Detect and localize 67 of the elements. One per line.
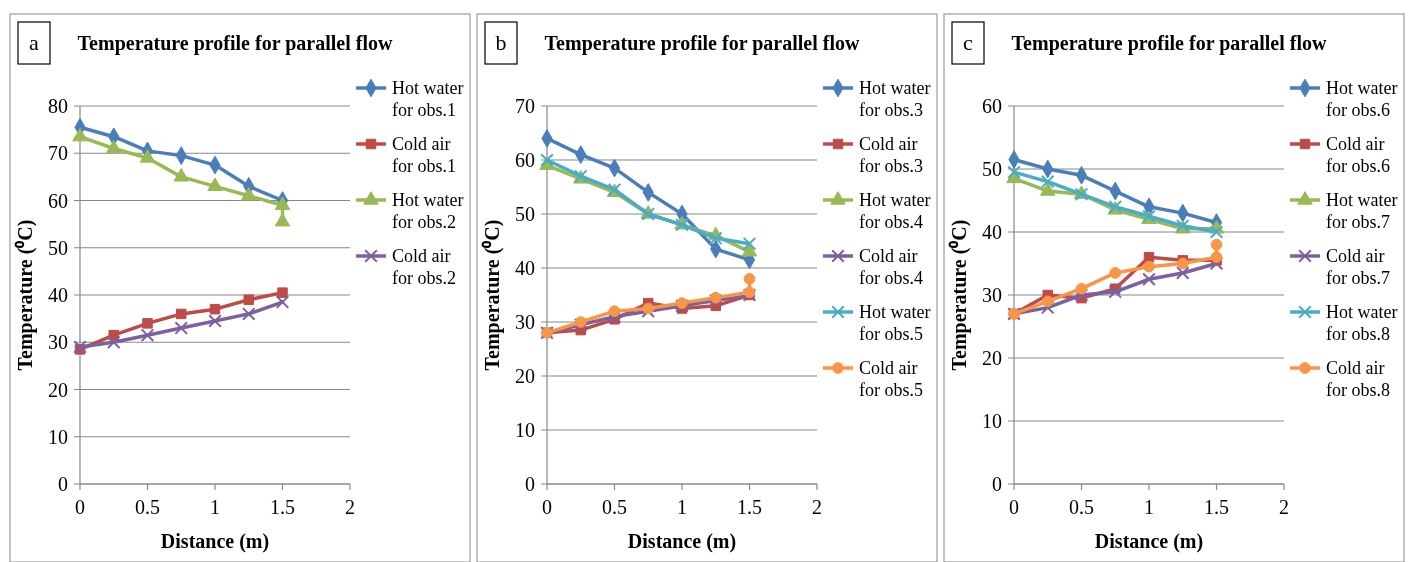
x-axis-title: Distance (m) bbox=[627, 530, 737, 553]
text: c bbox=[963, 30, 974, 55]
legend-label: Hot water for obs.1 bbox=[392, 78, 464, 120]
x-tick-label: 1.5 bbox=[270, 496, 295, 518]
x-tick-label: 1 bbox=[210, 496, 220, 518]
x-tick-label: 1 bbox=[677, 496, 687, 518]
y-tick-label: 30 bbox=[515, 311, 535, 333]
y-tick-label: 10 bbox=[982, 410, 1002, 432]
legend-label: Cold air for obs.7 bbox=[1326, 246, 1390, 288]
y-tick-label: 0 bbox=[525, 473, 535, 495]
y-tick-label: 30 bbox=[48, 331, 68, 354]
legend-label: Hot water for obs.6 bbox=[1326, 78, 1398, 120]
x-tick-label: 1 bbox=[1144, 496, 1154, 518]
text: a bbox=[29, 30, 40, 55]
y-tick-label: 40 bbox=[982, 221, 1002, 243]
y-tick-label: 10 bbox=[515, 419, 535, 441]
x-tick-label: 0.5 bbox=[1069, 496, 1094, 518]
x-tick-label: 0 bbox=[1009, 496, 1019, 518]
y-axis-title: Temperature (⁰C) bbox=[481, 219, 504, 371]
y-axis-title: Temperature (⁰C) bbox=[14, 219, 37, 371]
legend-label: Cold air for obs.4 bbox=[859, 246, 923, 288]
y-tick-label: 70 bbox=[48, 142, 68, 165]
x-axis-title: Distance (m) bbox=[160, 530, 270, 553]
legend-label: Hot water for obs.7 bbox=[1326, 190, 1398, 232]
y-tick-label: 0 bbox=[58, 473, 68, 495]
chart-title: Temperature profile for parallel flow bbox=[544, 32, 860, 55]
legend-label: Cold air for obs.5 bbox=[859, 358, 923, 400]
x-tick-label: 2 bbox=[1279, 496, 1289, 518]
legend-label: Hot water for obs.2 bbox=[392, 190, 464, 232]
y-tick-label: 30 bbox=[982, 284, 1002, 306]
legend-label: Hot water for obs.3 bbox=[859, 78, 931, 120]
y-tick-label: 20 bbox=[982, 347, 1002, 369]
y-tick-label: 50 bbox=[48, 236, 68, 259]
y-tick-label: 0 bbox=[992, 473, 1002, 495]
x-tick-label: 0 bbox=[75, 496, 85, 518]
legend-label: Cold air for obs.8 bbox=[1326, 358, 1390, 400]
legend-label: Hot water for obs.8 bbox=[1326, 302, 1398, 344]
y-tick-label: 20 bbox=[515, 365, 535, 387]
chart-title: Temperature profile for parallel flow bbox=[1011, 32, 1327, 55]
y-axis-title: Temperature (⁰C) bbox=[948, 219, 971, 371]
x-tick-label: 0.5 bbox=[602, 496, 627, 518]
legend-label: Cold air for obs.2 bbox=[392, 246, 456, 288]
x-tick-label: 1.5 bbox=[1204, 496, 1229, 518]
y-tick-label: 10 bbox=[48, 425, 68, 448]
x-tick-label: 2 bbox=[345, 496, 355, 518]
legend-label: Cold air for obs.3 bbox=[859, 134, 923, 176]
y-tick-label: 20 bbox=[48, 378, 68, 401]
text: b bbox=[495, 30, 507, 55]
legend-label: Cold air for obs.1 bbox=[392, 134, 456, 176]
y-tick-label: 80 bbox=[48, 95, 68, 117]
legend-label: Hot water for obs.5 bbox=[859, 302, 931, 344]
y-tick-label: 40 bbox=[515, 257, 535, 279]
legend-label: Cold air for obs.6 bbox=[1326, 134, 1390, 176]
chart-title: Temperature profile for parallel flow bbox=[77, 32, 393, 55]
y-tick-label: 40 bbox=[48, 284, 68, 306]
y-tick-label: 50 bbox=[982, 158, 1002, 180]
x-axis-title: Distance (m) bbox=[1094, 530, 1204, 553]
y-tick-label: 60 bbox=[982, 95, 1002, 117]
y-tick-label: 60 bbox=[48, 189, 68, 212]
x-tick-label: 1.5 bbox=[737, 496, 762, 518]
y-tick-label: 50 bbox=[515, 203, 535, 225]
x-tick-label: 0.5 bbox=[135, 496, 160, 518]
x-tick-label: 0 bbox=[542, 496, 552, 518]
y-tick-label: 60 bbox=[515, 149, 535, 171]
x-tick-label: 2 bbox=[812, 496, 822, 518]
legend-label: Hot water for obs.4 bbox=[859, 190, 931, 232]
y-tick-label: 70 bbox=[515, 95, 535, 117]
